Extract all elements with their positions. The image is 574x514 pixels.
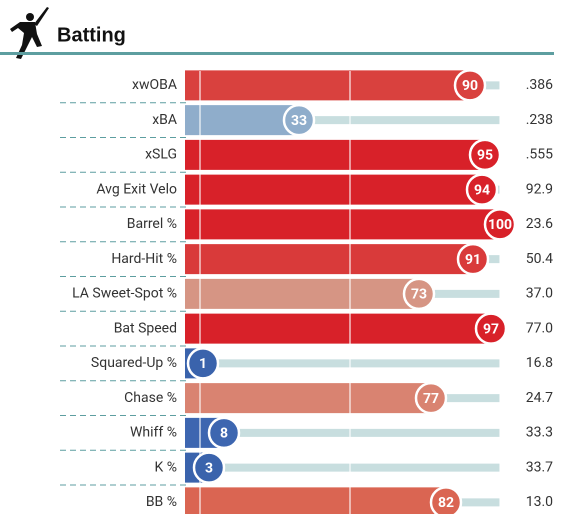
category-label: xwOBA	[132, 77, 177, 93]
stat-value: .238	[526, 112, 553, 128]
percentile-label: 82	[438, 495, 454, 511]
track	[203, 359, 500, 368]
percentile-circle	[465, 173, 499, 206]
stat-value: 16.8	[526, 355, 553, 371]
stat-value: 24.7	[526, 390, 553, 406]
stat-value: .555	[526, 147, 553, 163]
category-label: Hard-Hit %	[111, 251, 177, 267]
percentile-circle	[468, 138, 502, 172]
stat-value: 50.4	[526, 251, 553, 267]
category-label: Bat Speed	[114, 320, 177, 336]
percentile-circle	[429, 486, 463, 514]
category-label: Whiff %	[130, 425, 177, 441]
stat-value: 33.7	[526, 459, 553, 475]
percentile-label: 94	[474, 182, 490, 198]
percentile-label: 73	[411, 287, 427, 303]
bar	[185, 174, 482, 205]
track	[209, 463, 500, 472]
percentile-circle	[414, 381, 448, 415]
bar	[185, 383, 431, 414]
batter-icon	[10, 7, 49, 59]
bar	[185, 139, 485, 170]
percentile-circle	[192, 451, 226, 484]
percentile-label: 77	[423, 391, 439, 407]
category-label: xSLG	[145, 147, 177, 163]
percentile-label: 90	[462, 78, 478, 94]
bar	[185, 313, 491, 344]
category-label: K %	[154, 459, 177, 475]
percentile-label: 97	[483, 321, 499, 337]
track	[299, 116, 500, 125]
header-rule	[0, 52, 554, 55]
bar	[185, 105, 299, 136]
stat-value: 92.9	[526, 181, 553, 197]
percentile-label: 33	[291, 113, 307, 129]
category-label: xBA	[152, 112, 177, 128]
percentile-circle	[474, 312, 508, 345]
stat-value: .386	[526, 77, 553, 93]
percentile-circle	[456, 242, 490, 276]
track	[419, 289, 500, 298]
percentile-circle	[207, 416, 241, 450]
stat-value: 13.0	[526, 494, 553, 510]
category-label: LA Sweet-Spot %	[72, 286, 177, 302]
percentile-circle	[453, 69, 487, 102]
category-label: BB %	[146, 494, 177, 510]
percentile-label: 91	[465, 252, 481, 268]
percentile-label: 8	[220, 426, 228, 442]
percentile-label: 95	[477, 148, 493, 164]
category-label: Avg Exit Velo	[96, 181, 177, 197]
percentile-circle	[483, 208, 517, 241]
percentile-circle	[402, 277, 436, 311]
stat-value: 23.6	[526, 216, 553, 232]
bar	[185, 209, 500, 240]
stat-value: 33.3	[526, 425, 553, 441]
percentile-label: 1	[199, 356, 207, 372]
track	[431, 394, 500, 403]
percentile-circle	[186, 347, 220, 380]
track	[224, 428, 500, 437]
category-label: Chase %	[124, 390, 177, 406]
stat-value: 37.0	[526, 286, 553, 302]
bar	[185, 487, 446, 514]
category-label: Squared-Up %	[91, 355, 177, 371]
bar	[185, 278, 419, 309]
chart-title: Batting	[57, 24, 126, 46]
percentile-circle	[282, 103, 316, 137]
percentile-label: 3	[205, 460, 213, 476]
percentile-label: 100	[488, 217, 512, 233]
track	[446, 498, 500, 507]
category-label: Barrel %	[127, 216, 177, 232]
bar	[185, 244, 473, 275]
bar	[185, 70, 470, 101]
stat-value: 77.0	[526, 320, 553, 336]
